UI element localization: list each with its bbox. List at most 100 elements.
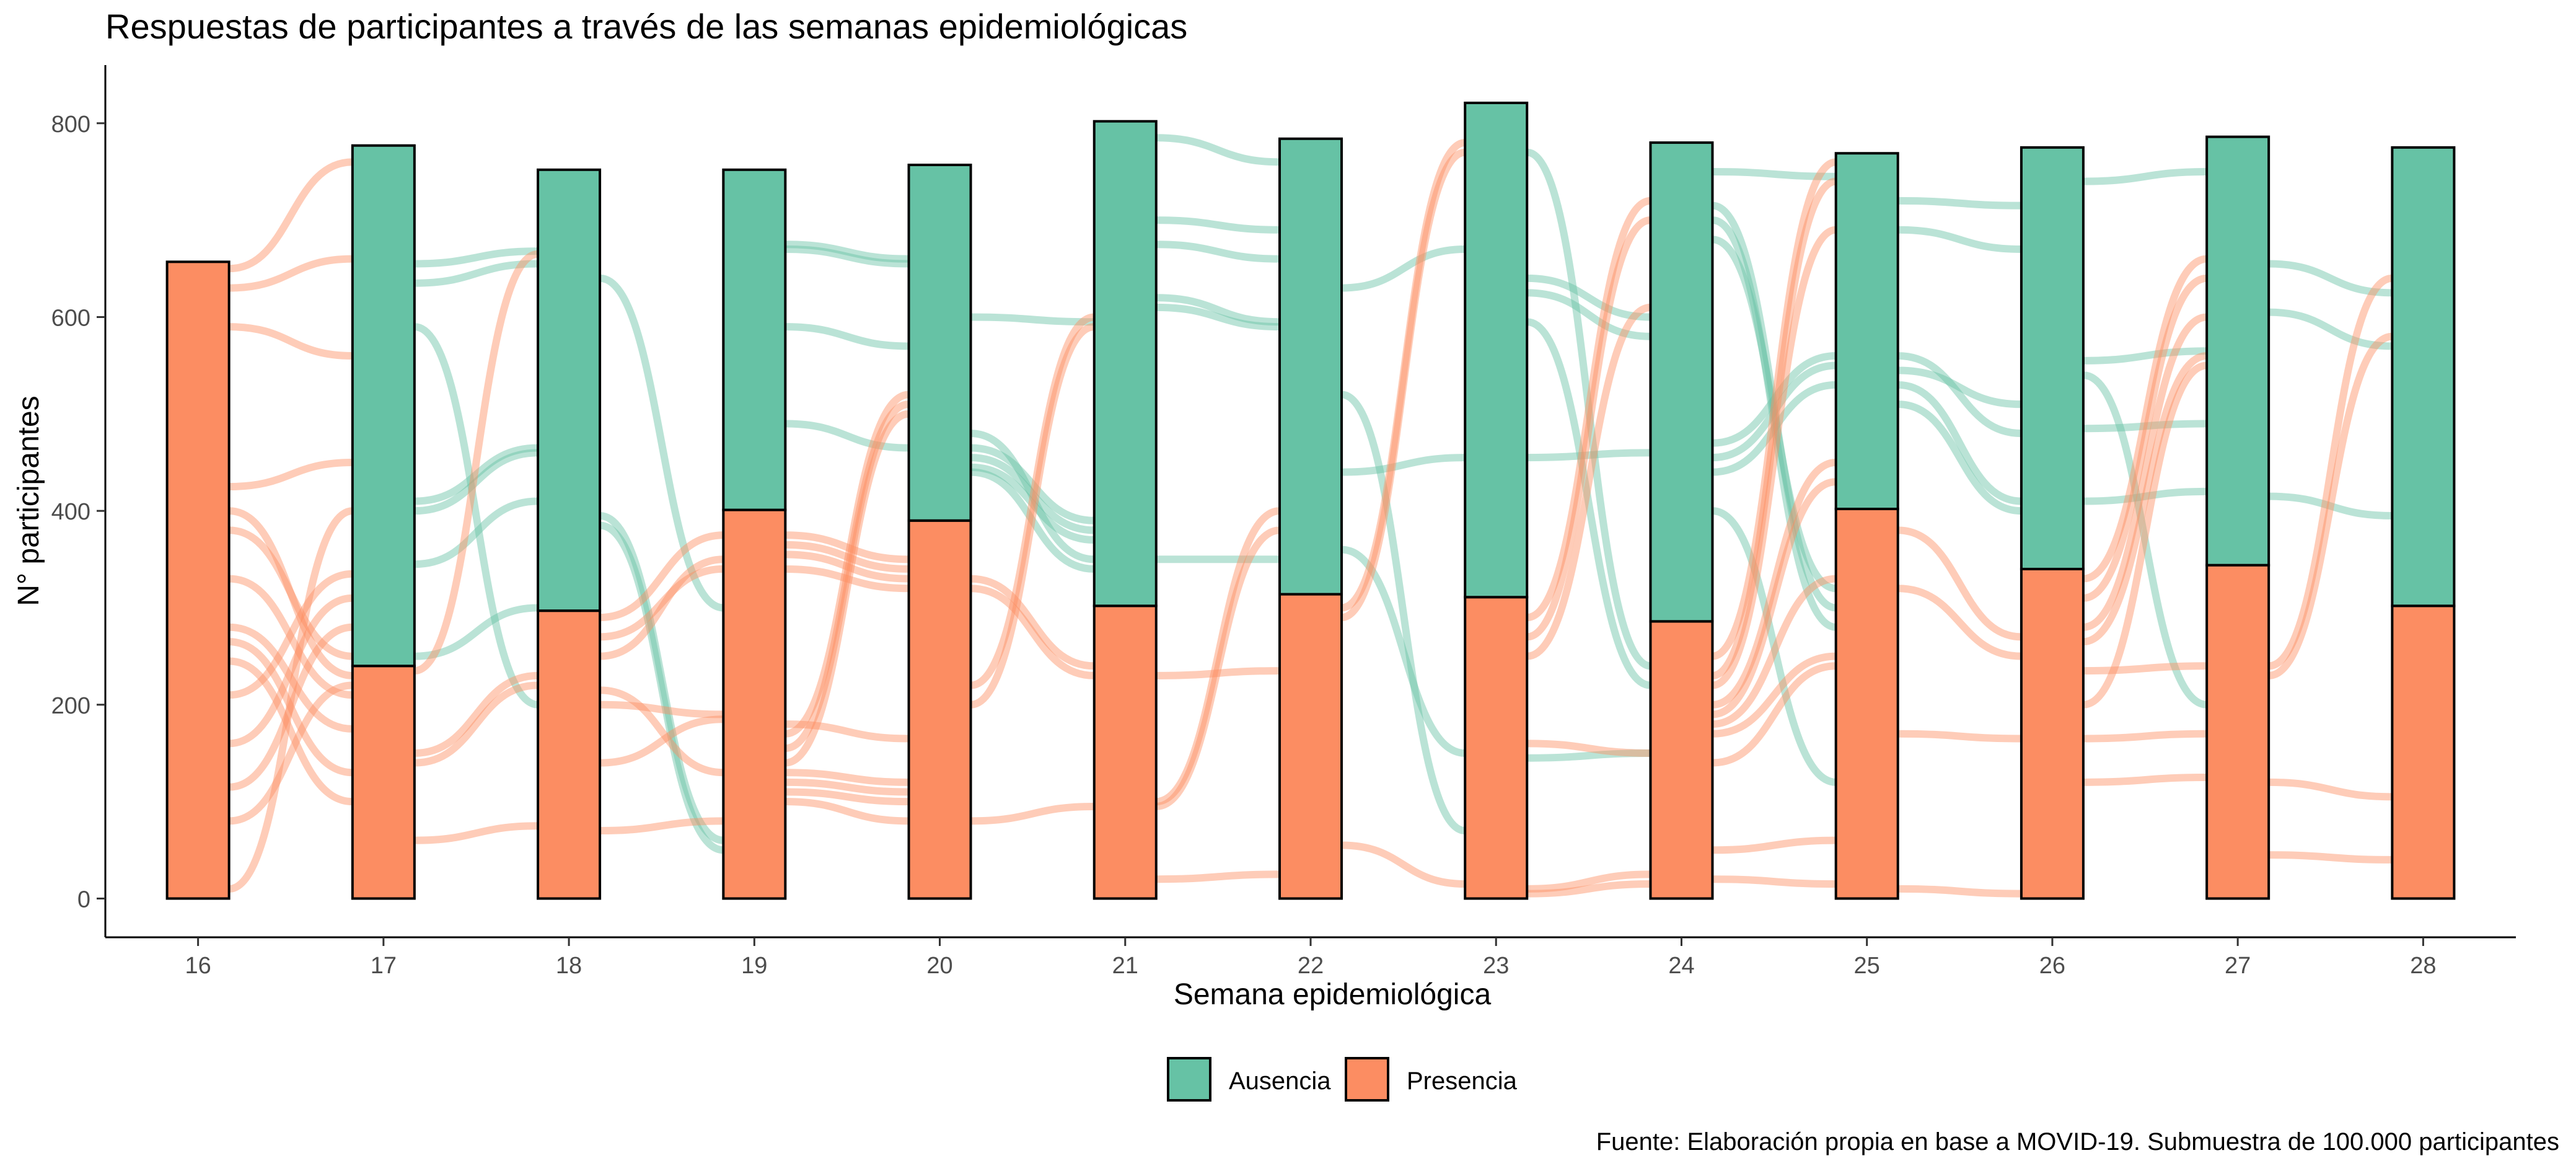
flow-line [225,507,356,679]
flow-line [1152,241,1283,263]
bar-ausencia [2391,146,2456,608]
flow-line [596,555,728,660]
flow-line [1523,148,1655,670]
flow-line [1523,740,1655,757]
bar-presencia [537,609,602,900]
flow-line [410,323,542,709]
flow-line [1338,245,1469,292]
bar-ausencia [2020,146,2085,570]
bar-presencia [1092,604,1158,900]
flow-line [1523,274,1655,321]
flow-line [2079,662,2211,675]
flow-line [1708,478,1840,718]
flow-line [1708,352,1840,447]
flow-line [1708,167,1840,180]
flow-layer [225,134,2396,898]
y-tick-group: 0 200 400 600 800 [51,112,105,912]
legend-label: Ausencia [1229,1067,1331,1095]
bar-presencia [2391,604,2456,900]
flow-line [1894,585,2025,660]
flow-line [2265,778,2396,801]
flow-line [410,250,542,675]
x-tick-group: 16 17 18 19 20 21 22 23 24 25 26 27 28 [185,937,2437,979]
flow-line [1894,366,2025,409]
flow-line [596,511,728,844]
flow-line [1152,216,1283,234]
flow-line [1894,197,2025,210]
flow-line [1338,139,1469,612]
x-tick-label: 18 [556,953,582,979]
flow-line [1894,730,2025,743]
y-tick-label: 400 [51,499,90,525]
flow-line [1894,885,2025,898]
x-tick-label: 24 [1668,953,1694,979]
flow-line [225,623,356,733]
flow-line [1152,870,1283,883]
flow-line [1894,526,2025,641]
flow-line [410,260,542,287]
legend-swatch [1345,1057,1389,1102]
x-tick-label: 21 [1112,953,1138,979]
flow-line [781,410,913,767]
flow-line [1338,546,1469,757]
flow-line [2079,313,2211,631]
bar-ausencia [1834,152,1899,511]
bar-presencia [2020,567,2085,900]
flow-line [2265,332,2396,679]
bar-presencia [2205,563,2270,900]
flow-line [2079,371,2211,709]
flow-line [967,468,1098,573]
flow-line [1523,749,1655,762]
flow-line [967,430,1098,563]
x-tick-label: 25 [1854,953,1880,979]
flow-line [781,550,913,583]
x-tick-label: 28 [2410,953,2436,979]
flow-line [596,686,728,777]
flow-line [781,400,913,753]
flow-line [1523,318,1655,689]
flow-line [2079,361,2211,709]
flow-line [2079,730,2211,743]
flow-line [2265,308,2396,350]
bar-ausencia [537,168,602,612]
bar-ausencia [907,164,972,522]
flow-line [1152,134,1283,166]
flow-line [410,822,542,844]
legend-swatch [1167,1057,1211,1102]
flow-line [410,449,542,515]
flow-line [596,715,728,767]
legend: Ausencia Presencia [1167,1057,1518,1102]
y-tick-label: 200 [51,693,90,719]
x-tick-label: 26 [2039,953,2065,979]
flow-line [2079,420,2211,433]
flow-line [781,565,913,593]
flow-line [967,802,1098,825]
x-tick-label: 27 [2225,953,2251,979]
bar-ausencia [351,144,416,668]
flow-line [967,463,1098,544]
bar-presencia [165,260,231,900]
x-tick-label: 19 [741,953,767,979]
flow-line [2079,274,2211,602]
flow-line [1708,216,1840,631]
flow-line [1338,391,1469,835]
flow-line [1523,870,1655,893]
x-axis-label: Semana epidemiológica [1174,978,1492,1011]
flow-line [1894,381,2025,505]
flow-line [967,313,1098,326]
bar-ausencia [1278,137,1343,596]
flow-line [781,245,913,268]
flow-line [225,594,356,748]
bar-presencia [907,519,972,900]
flow-line [781,788,913,806]
flow-line [410,681,542,767]
flow-line [1708,575,1840,728]
y-axis-label: N° participantes [12,395,45,606]
flow-line [1708,361,1840,462]
bar-presencia [722,508,787,900]
flow-line [2079,255,2211,583]
flow-line [596,565,728,641]
flow-line [225,657,356,806]
flow-line [225,458,356,491]
flow-line [2079,487,2211,505]
